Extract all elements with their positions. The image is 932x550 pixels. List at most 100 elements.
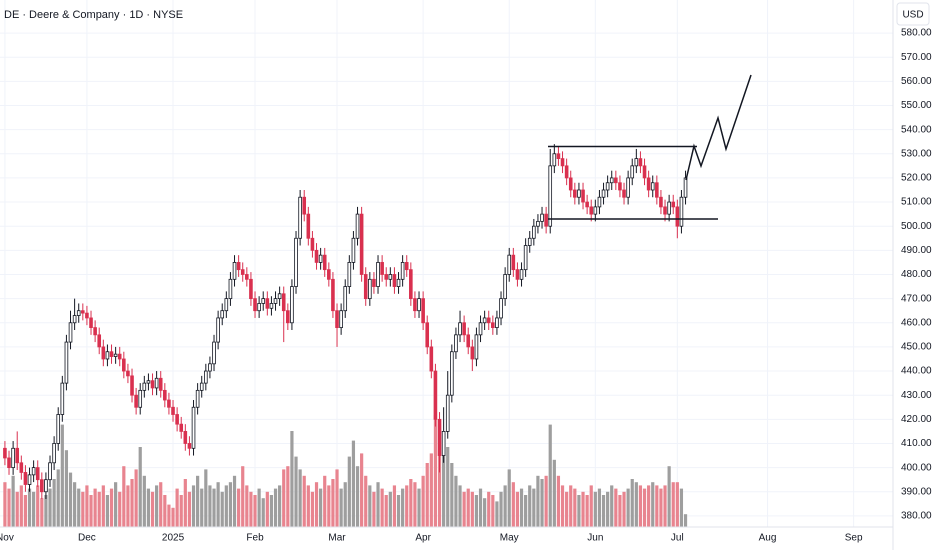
candle-body [11, 447, 15, 469]
volume-bar [601, 495, 606, 527]
candle-body [15, 447, 20, 464]
volume-bar [524, 495, 528, 527]
grid [0, 0, 893, 527]
volume-bar [556, 475, 561, 527]
volume-bar [126, 485, 130, 527]
volume-bar [466, 488, 470, 527]
candle-body [335, 310, 339, 328]
y-tick-label: 510.00 [901, 197, 932, 208]
candle-body [655, 182, 659, 198]
volume-bar [228, 482, 233, 527]
volume-bar [671, 482, 675, 527]
candle-body [568, 177, 573, 191]
candle-body [89, 317, 93, 328]
candle-body [232, 262, 237, 280]
volume-bar [355, 466, 360, 527]
y-tick-label: 540.00 [901, 124, 932, 135]
candle-body [191, 406, 196, 449]
y-tick-label: 570.00 [901, 52, 932, 63]
candle-body [294, 237, 298, 287]
candle-body [560, 158, 565, 167]
x-tick-label: Apr [415, 533, 431, 544]
volume-bar [11, 475, 15, 527]
pattern-drawing [548, 74, 752, 220]
volume-bar [150, 491, 155, 527]
y-tick-label: 420.00 [901, 414, 932, 425]
volume-bar [253, 495, 257, 527]
volume-bar [282, 469, 286, 527]
candle-body [97, 334, 102, 348]
volume-bar [339, 488, 343, 527]
candle-body [208, 363, 212, 372]
volume-bar [683, 514, 688, 527]
volume-bar [544, 475, 548, 527]
candle-body [179, 423, 184, 432]
volume-bar [413, 482, 417, 527]
candle-body [363, 274, 368, 300]
candle-body [322, 254, 327, 271]
volume-bar [257, 488, 261, 527]
volume-bar [437, 424, 442, 527]
volume-bar [667, 466, 671, 527]
volume-bar [675, 482, 679, 527]
candle-body [507, 254, 512, 275]
volume-bar [642, 488, 647, 527]
volume-bar [73, 482, 77, 527]
x-tick-label: Feb [246, 533, 264, 544]
candle-body [597, 196, 602, 208]
candle-body [466, 334, 471, 348]
volume-bar [528, 485, 532, 527]
y-tick-label: 490.00 [901, 245, 932, 256]
volume-bar [519, 488, 524, 527]
candle-body [204, 370, 208, 384]
candle-body [23, 472, 28, 485]
volume-bar [474, 495, 479, 527]
volume-bar [298, 469, 302, 527]
x-tick-label: 2025 [162, 533, 185, 544]
x-tick-label: Sep [845, 533, 863, 544]
candle-body [126, 370, 130, 377]
volume-bar [261, 498, 265, 527]
candle-body [163, 389, 167, 401]
volume-bar [487, 491, 491, 527]
volume-bar [565, 491, 569, 527]
volume-bar [27, 488, 32, 527]
volume-bar [614, 488, 618, 527]
candle-body [400, 262, 405, 280]
volume-bar [196, 475, 200, 527]
volume-bar [171, 507, 175, 527]
candle-body [523, 245, 528, 271]
candle-body [368, 278, 372, 300]
candle-body [577, 189, 581, 198]
candle-body [199, 382, 204, 391]
y-tick-label: 450.00 [901, 342, 932, 353]
volume-bar [569, 485, 573, 527]
candle-body [117, 353, 122, 360]
candle-body [355, 213, 360, 239]
volume-bar [425, 463, 429, 527]
volume-bar [655, 485, 659, 527]
candle-body [68, 322, 73, 343]
candle-body [478, 322, 483, 336]
y-tick-label: 520.00 [901, 173, 932, 184]
y-tick-label: 500.00 [901, 221, 932, 232]
volume-bar [200, 488, 204, 527]
volume-bar [458, 485, 462, 527]
volume-bar [462, 491, 466, 527]
candle-body [347, 262, 352, 287]
volume-bar [368, 485, 372, 527]
volume-bar [319, 488, 323, 527]
candle-body [409, 269, 413, 300]
volume-bar [360, 453, 364, 527]
candle-body [491, 322, 495, 328]
candle-body [52, 443, 56, 464]
candle-body [441, 431, 446, 456]
volume-bar [626, 488, 630, 527]
candle-body [142, 382, 147, 391]
y-tick-label: 390.00 [901, 486, 932, 497]
candle-body [150, 380, 155, 389]
candle-body [290, 286, 294, 324]
candle-body [429, 346, 434, 372]
candle-body [626, 177, 630, 198]
volume-bar [396, 495, 401, 527]
